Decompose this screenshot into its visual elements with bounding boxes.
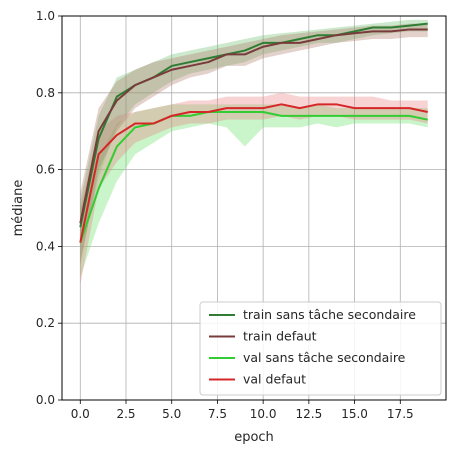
y-tick-label: 0.2 xyxy=(36,316,55,330)
x-axis-label: epoch xyxy=(234,430,274,445)
y-tick-label: 0.8 xyxy=(36,86,55,100)
y-tick-label: 0.6 xyxy=(36,163,55,177)
y-tick-label: 0.0 xyxy=(36,393,55,407)
legend: train sans tâche secondaire train defaut v… xyxy=(199,301,442,396)
y-tick-label: 0.4 xyxy=(36,239,55,253)
x-tick-label: 15.0 xyxy=(341,407,368,421)
x-tick-label: 2.5 xyxy=(116,407,135,421)
axis-ticks: 0.0 2.5 5.0 7.5 10.0 12.5 15.0 17.5 0.0 0.2 0.4 0.6… xyxy=(36,9,414,421)
band-1 xyxy=(80,23,428,266)
legend-box xyxy=(199,301,442,396)
y-tick-label: 1.0 xyxy=(36,9,55,23)
legend-label: train sans tâche secondaire xyxy=(243,307,416,322)
x-tick-label: 10.0 xyxy=(250,407,277,421)
legend-label: val sans tâche secondaire xyxy=(243,350,406,365)
x-tick-label: 12.5 xyxy=(295,407,322,421)
plot-area-frame xyxy=(61,15,447,401)
x-tick-label: 7.5 xyxy=(208,407,227,421)
confidence-bands xyxy=(80,19,428,285)
y-axis-label: médiane xyxy=(11,180,26,237)
legend-label: val defaut xyxy=(243,372,306,387)
series-line-3 xyxy=(79,103,428,243)
series-line-1 xyxy=(79,28,428,224)
band-0 xyxy=(80,19,428,262)
series-line-2 xyxy=(79,111,428,243)
x-tick-label: 17.5 xyxy=(387,407,414,421)
series-lines xyxy=(79,22,428,243)
band-2 xyxy=(80,104,428,278)
legend-label: train defaut xyxy=(243,329,317,344)
x-tick-label: 0.0 xyxy=(71,407,90,421)
band-3 xyxy=(80,92,428,285)
x-tick-label: 5.0 xyxy=(162,407,181,421)
